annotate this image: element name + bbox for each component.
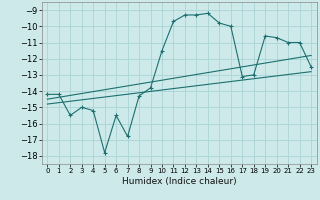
X-axis label: Humidex (Indice chaleur): Humidex (Indice chaleur) bbox=[122, 177, 236, 186]
